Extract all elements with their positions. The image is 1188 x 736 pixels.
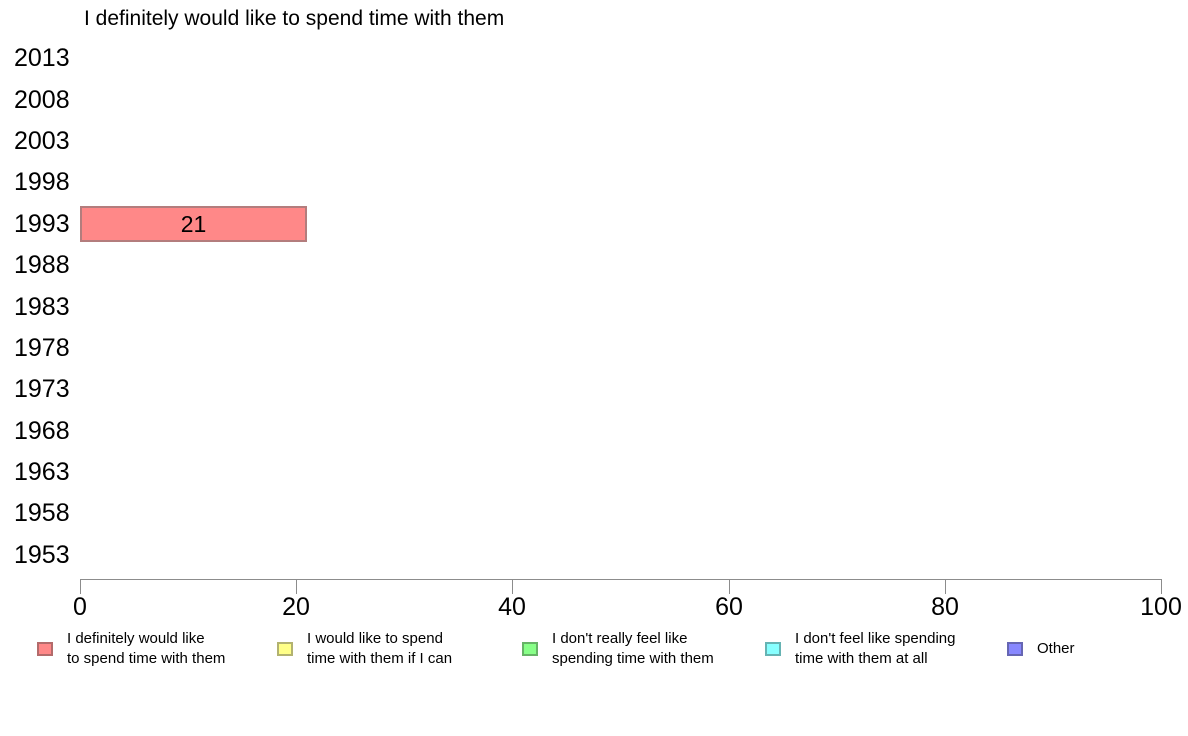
y-axis-label: 1968 bbox=[14, 416, 70, 445]
x-axis-line bbox=[80, 579, 1161, 580]
x-axis-tick bbox=[729, 579, 730, 594]
y-axis-label: 1993 bbox=[14, 209, 70, 238]
x-axis-tick bbox=[512, 579, 513, 594]
x-axis-tick-label: 20 bbox=[282, 593, 310, 621]
y-axis-label: 2003 bbox=[14, 126, 70, 155]
x-axis-tick-label: 80 bbox=[931, 593, 959, 621]
y-axis-labels: 2013 2008 2003 1998 1993 1988 1983 1978 1973 1968… bbox=[14, 38, 84, 576]
y-axis-label: 1978 bbox=[14, 333, 70, 362]
x-axis-tick-label: 0 bbox=[73, 593, 87, 621]
y-axis-label: 1958 bbox=[14, 499, 70, 528]
y-axis-label: 2013 bbox=[14, 44, 70, 73]
x-axis-tick bbox=[80, 579, 81, 594]
legend-item: I would like to spend time with them if I… bbox=[277, 627, 452, 671]
plot-area: 21 bbox=[80, 38, 1161, 576]
x-axis-tick-label: 100 bbox=[1140, 593, 1182, 621]
y-axis-label: 1963 bbox=[14, 458, 70, 487]
bar-1993: 21 bbox=[80, 206, 307, 243]
bar-value-label: 21 bbox=[180, 210, 207, 237]
legend-item: I don't feel like spending time with them… bbox=[765, 627, 955, 671]
x-axis-tick-label: 40 bbox=[498, 593, 526, 621]
chart-title: I definitely would like to spend time wi… bbox=[84, 7, 505, 30]
legend-label: I don't feel like spending time with them… bbox=[795, 630, 956, 667]
x-axis-tick bbox=[945, 579, 946, 594]
y-axis-label: 1953 bbox=[14, 540, 70, 569]
legend-label: I don't really feel like spending time wi… bbox=[552, 630, 714, 667]
legend-label: I definitely would like to spend time wit… bbox=[67, 630, 226, 667]
x-axis-tick-label: 60 bbox=[715, 593, 743, 621]
x-axis-tick bbox=[296, 579, 297, 594]
legend-label: I would like to spend time with them if I… bbox=[307, 630, 453, 667]
legend-item: I definitely would like to spend time wit… bbox=[37, 627, 225, 671]
legend-swatch-icon bbox=[37, 642, 53, 656]
legend-swatch-icon bbox=[522, 642, 538, 656]
y-axis-label: 1983 bbox=[14, 292, 70, 321]
legend-swatch-icon bbox=[1007, 642, 1023, 656]
y-axis-label: 2008 bbox=[14, 85, 70, 114]
x-axis-tick bbox=[1161, 579, 1162, 594]
legend-item: I don't really feel like spending time wi… bbox=[522, 627, 714, 671]
legend-swatch-icon bbox=[765, 642, 781, 656]
y-axis-label: 1988 bbox=[14, 251, 70, 280]
legend: I definitely would like to spend time wit… bbox=[37, 627, 1177, 673]
y-axis-label: 1973 bbox=[14, 375, 70, 404]
y-axis-label: 1998 bbox=[14, 168, 70, 197]
legend-label: Other bbox=[1037, 640, 1075, 657]
legend-item: Other bbox=[1007, 627, 1075, 671]
legend-swatch-icon bbox=[277, 642, 293, 656]
